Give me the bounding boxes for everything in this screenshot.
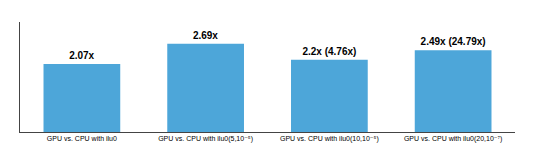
svg-text:GPU vs. CPU with ilu0(10,10⁻⁵): GPU vs. CPU with ilu0(10,10⁻⁵): [280, 135, 379, 143]
svg-text:GPU vs. CPU with ilu0(5,10⁻⁵): GPU vs. CPU with ilu0(5,10⁻⁵): [158, 135, 253, 143]
svg-text:2.69x: 2.69x: [193, 30, 218, 41]
svg-text:2.49x (24.79x): 2.49x (24.79x): [421, 36, 486, 47]
svg-text:GPU vs. CPU with ilu0: GPU vs. CPU with ilu0: [47, 135, 117, 142]
svg-text:2.2x (4.76x): 2.2x (4.76x): [302, 46, 356, 57]
svg-text:GPU vs. CPU with ilu0(20,10⁻⁷): GPU vs. CPU with ilu0(20,10⁻⁷): [404, 135, 502, 143]
svg-text:2.07x: 2.07x: [69, 50, 94, 61]
